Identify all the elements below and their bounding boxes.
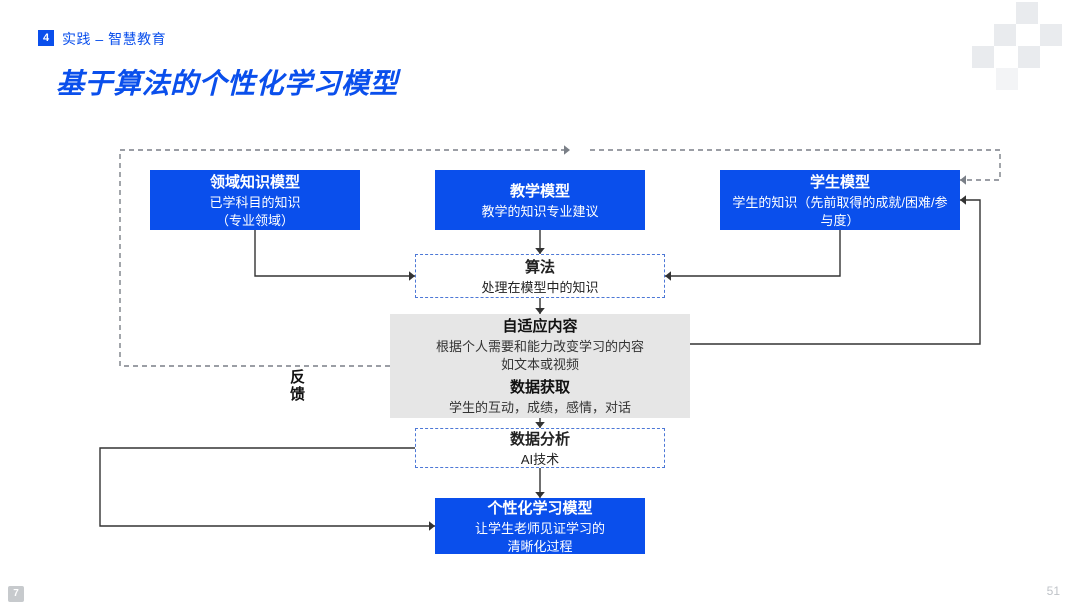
node-analysis: 数据分析 AI技术 xyxy=(415,428,665,468)
page-title: 基于算法的个性化学习模型 xyxy=(56,62,398,102)
node-student: 学生模型学生的知识（先前取得的成就/困难/参与度） xyxy=(720,170,960,230)
node-student-title: 学生模型 xyxy=(810,171,870,192)
page-number: 51 xyxy=(1047,584,1060,598)
node-domain-subtitle: 已学科目的知识 （专业领域） xyxy=(209,194,300,229)
node-adaptive-title: 自适应内容 xyxy=(502,315,577,336)
feedback-label: 反 馈 xyxy=(290,370,305,403)
breadcrumb: 实践 – 智慧教育 xyxy=(62,29,166,49)
corner-decoration xyxy=(952,2,1072,92)
slide-page: 4 实践 – 智慧教育 基于算法的个性化学习模型 反 馈 领域知识模型已学科目的… xyxy=(0,0,1080,608)
node-acquire: 数据获取学生的互动，成绩，感情，对话 xyxy=(390,374,690,418)
section-number-badge: 4 xyxy=(38,30,54,46)
node-model-title: 个性化学习模型 xyxy=(487,497,592,518)
node-teaching-title: 教学模型 xyxy=(510,180,570,201)
node-algorithm: 算法处理在模型中的知识 xyxy=(415,254,665,298)
node-domain: 领域知识模型已学科目的知识 （专业领域） xyxy=(150,170,360,230)
node-teaching-subtitle: 教学的知识专业建议 xyxy=(481,203,598,221)
node-student-subtitle: 学生的知识（先前取得的成就/困难/参与度） xyxy=(728,194,952,229)
node-adaptive-subtitle: 根据个人需要和能力改变学习的内容 如文本或视频 xyxy=(436,338,644,373)
section-number: 4 xyxy=(43,32,49,44)
node-algorithm-title: 算法 xyxy=(525,256,555,277)
node-adaptive: 自适应内容根据个人需要和能力改变学习的内容 如文本或视频 xyxy=(390,314,690,374)
node-algorithm-subtitle: 处理在模型中的知识 xyxy=(481,279,598,297)
footer-logo-icon xyxy=(8,586,24,602)
node-acquire-subtitle: 学生的互动，成绩，感情，对话 xyxy=(449,399,631,417)
node-model: 个性化学习模型让学生老师见证学习的 清晰化过程 xyxy=(435,498,645,554)
node-acquire-title: 数据获取 xyxy=(510,376,570,397)
node-analysis-subtitle: AI技术 xyxy=(521,451,559,469)
node-domain-title: 领域知识模型 xyxy=(210,171,300,192)
node-model-subtitle: 让学生老师见证学习的 清晰化过程 xyxy=(475,520,605,555)
node-teaching: 教学模型教学的知识专业建议 xyxy=(435,170,645,230)
node-analysis-title: 数据分析 xyxy=(510,428,570,449)
flowchart-diagram: 反 馈 领域知识模型已学科目的知识 （专业领域） 教学模型教学的知识专业建议 学生模… xyxy=(40,130,1040,580)
